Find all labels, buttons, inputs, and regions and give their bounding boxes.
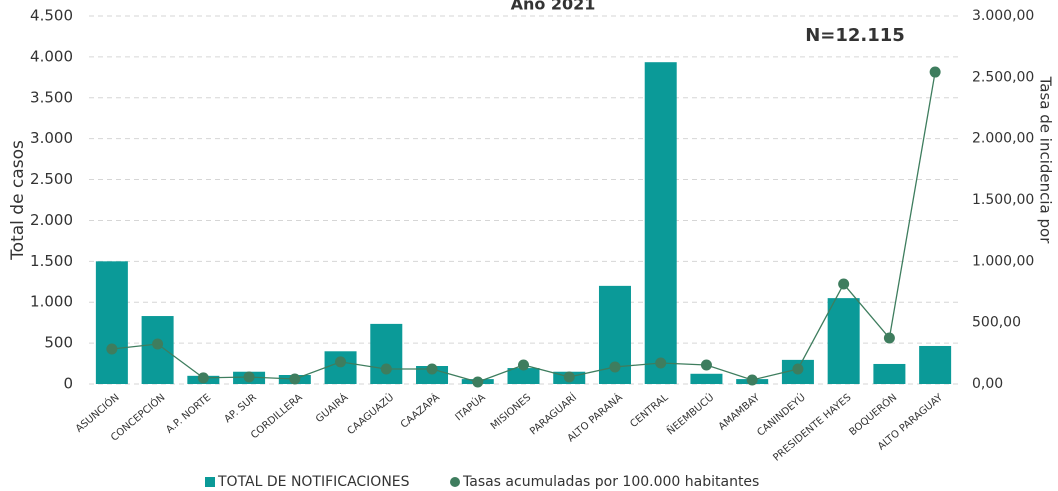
bar <box>873 363 906 384</box>
x-tick-label: ÑEEMBUCÚ <box>664 391 716 438</box>
point <box>152 338 164 350</box>
point <box>563 371 575 383</box>
x-tick-label: CAAZAPÁ <box>398 391 442 431</box>
x-tick-label: CAAGUAZÚ <box>344 391 396 438</box>
y2-tick-label: 1.000,00 <box>972 253 1034 269</box>
point <box>106 343 118 355</box>
line <box>111 71 936 383</box>
legend-marker <box>450 477 460 487</box>
y-tick-label: 3.500 <box>30 88 73 106</box>
point <box>243 371 255 383</box>
bar <box>644 62 677 385</box>
point <box>929 66 941 78</box>
x-tick-label: AP. SUR <box>223 392 259 425</box>
y2-tick-label: 2.000,00 <box>972 131 1034 147</box>
x-tick-label: AMAMBAY <box>717 392 763 433</box>
bar <box>141 316 174 384</box>
point <box>883 332 895 344</box>
bar <box>370 323 403 384</box>
x-tick-label: ITAPÚA <box>452 391 488 424</box>
point <box>518 359 529 371</box>
point <box>746 374 758 386</box>
y-tick-label: 0 <box>63 375 73 393</box>
y2-axis-title: Tasa de incidencia por <box>1037 76 1055 245</box>
point <box>289 373 301 385</box>
bar <box>416 366 449 384</box>
x-tick-label: GUAIRÁ <box>313 391 351 426</box>
point <box>700 359 712 371</box>
point <box>792 363 804 375</box>
y2-tick-label: 0,00 <box>972 376 1003 392</box>
y-tick-label: 2.500 <box>30 170 73 188</box>
bar <box>919 345 952 384</box>
y2-tick-label: 1.500,00 <box>972 192 1034 208</box>
y2-tick-label: 500,00 <box>972 315 1021 331</box>
y-tick-label: 2.000 <box>30 211 73 229</box>
point <box>335 356 347 368</box>
legend-label: TOTAL DE NOTIFICACIONES <box>217 474 410 490</box>
annotation: N=12.115 <box>805 25 905 46</box>
legend-marker <box>205 477 215 487</box>
chart-title: Año 2021 <box>511 0 596 14</box>
bar <box>95 261 128 384</box>
legend-label: Tasas acumuladas por 100.000 habitantes <box>462 474 759 490</box>
point <box>426 363 438 375</box>
bar <box>507 368 540 384</box>
bar <box>690 373 723 384</box>
point <box>197 372 209 384</box>
y-tick-label: 4.000 <box>30 47 73 65</box>
point <box>380 363 392 375</box>
x-tick-label: A.P. NORTE <box>164 392 213 436</box>
point <box>655 357 667 369</box>
y-tick-label: 500 <box>44 334 73 352</box>
point <box>472 376 484 388</box>
y2-tick-label: 2.500,00 <box>972 69 1034 85</box>
x-tick-label: PRESIDENTE HAYES <box>771 392 853 463</box>
y-axis-title: Total de casos <box>8 140 28 261</box>
y-tick-label: 3.000 <box>30 129 73 147</box>
y2-tick-label: 3.000,00 <box>972 8 1034 24</box>
y-tick-label: 1.000 <box>30 293 73 311</box>
y-tick-label: 1.500 <box>30 252 73 270</box>
bar <box>827 298 860 384</box>
bar <box>324 351 357 384</box>
y-tick-label: 4.500 <box>30 7 73 25</box>
x-tick-label: MISIONES <box>489 392 534 432</box>
x-tick-label: ASUNCIÓN <box>73 391 122 435</box>
point <box>609 361 621 373</box>
x-tick-label: CENTRAL <box>628 392 671 430</box>
point <box>838 278 850 290</box>
